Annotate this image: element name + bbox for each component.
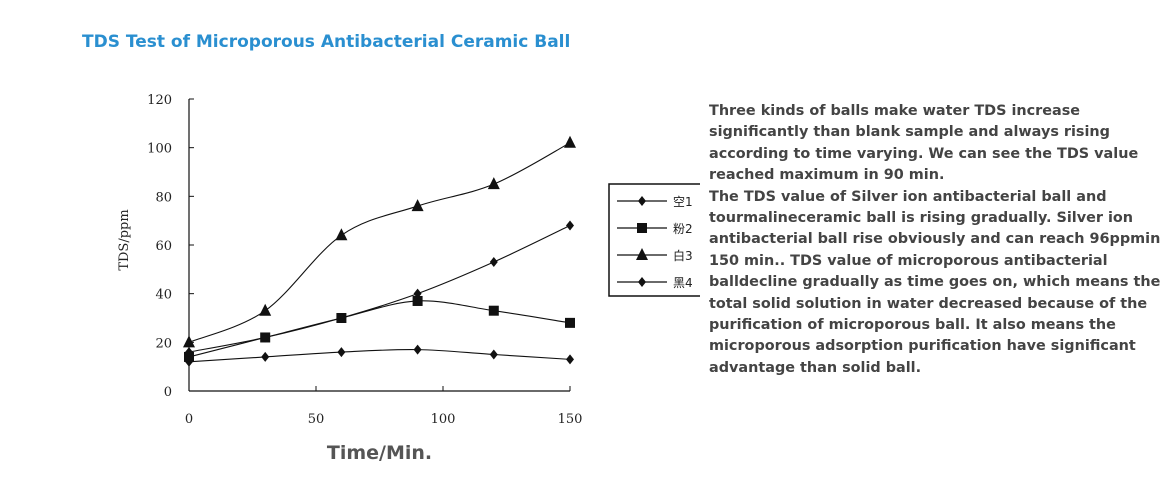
y-tick-label: 60 — [155, 239, 172, 254]
data-point-series-1 — [489, 349, 498, 360]
description-paragraph-1: Three kinds of balls make water TDS incr… — [709, 103, 1139, 184]
data-point-series-1 — [261, 351, 270, 362]
x-tick-label: 100 — [431, 412, 456, 427]
description-paragraph-2: The TDS value of Silver ion antibacteria… — [709, 188, 1161, 376]
series-line-2 — [188, 300, 571, 358]
y-tick-label: 80 — [155, 190, 172, 205]
data-point-series-2 — [565, 317, 575, 328]
y-tick-label: 120 — [147, 93, 172, 108]
data-point-series-4 — [489, 257, 498, 268]
legend-label-4: 黑4 — [673, 276, 693, 290]
data-point-series-4 — [337, 313, 346, 323]
data-point-series-1 — [413, 344, 422, 355]
data-point-series-4 — [185, 347, 193, 358]
y-tick-label: 20 — [155, 336, 172, 351]
legend-box — [608, 183, 700, 297]
data-point-series-3 — [564, 135, 576, 148]
data-point-series-2 — [412, 295, 423, 306]
data-point-series-2 — [488, 305, 499, 316]
legend-marker-2 — [637, 223, 647, 233]
y-tick-label: 100 — [147, 142, 172, 157]
x-tick-label: 150 — [558, 412, 583, 427]
data-point-series-1 — [566, 354, 574, 365]
data-point-series-1 — [337, 347, 346, 358]
legend-marker-3 — [636, 248, 648, 260]
data-point-series-3 — [411, 199, 424, 212]
y-tick-label: 40 — [155, 288, 172, 303]
y-axis-title: TDS/ppm — [117, 209, 132, 270]
x-tick-label: 50 — [308, 412, 325, 427]
page-title: TDS Test of Microporous Antibacterial Ce… — [82, 32, 571, 52]
legend-marker-4 — [638, 277, 646, 287]
data-point-series-3 — [259, 303, 272, 316]
series-line-4 — [188, 225, 571, 353]
legend-marker-1 — [638, 196, 646, 206]
data-point-series-3 — [335, 228, 348, 241]
legend-label-1: 空1 — [673, 195, 693, 209]
description-text: Three kinds of balls make water TDS incr… — [709, 101, 1161, 379]
x-axis-title: Time/Min. — [327, 442, 432, 464]
data-point-series-4 — [413, 288, 422, 299]
tds-line-chart: 0 20 40 60 80 100 120 0 50 100 150 TDS/ppm Time/Min.… — [117, 93, 700, 464]
data-point-series-3 — [487, 177, 500, 190]
y-tick-label: 0 — [164, 385, 172, 400]
data-point-series-4 — [261, 332, 270, 343]
series-line-3 — [188, 142, 571, 343]
legend-label-3: 白3 — [673, 248, 693, 263]
legend-label-2: 粉2 — [673, 222, 693, 236]
data-point-series-4 — [566, 220, 574, 231]
data-point-series-3 — [183, 335, 195, 348]
series-line-1 — [188, 349, 571, 363]
x-tick-label: 0 — [185, 412, 193, 427]
chart-svg: 0 20 40 60 80 100 120 0 50 100 150 TDS/ppm Time/Min.… — [117, 93, 700, 464]
